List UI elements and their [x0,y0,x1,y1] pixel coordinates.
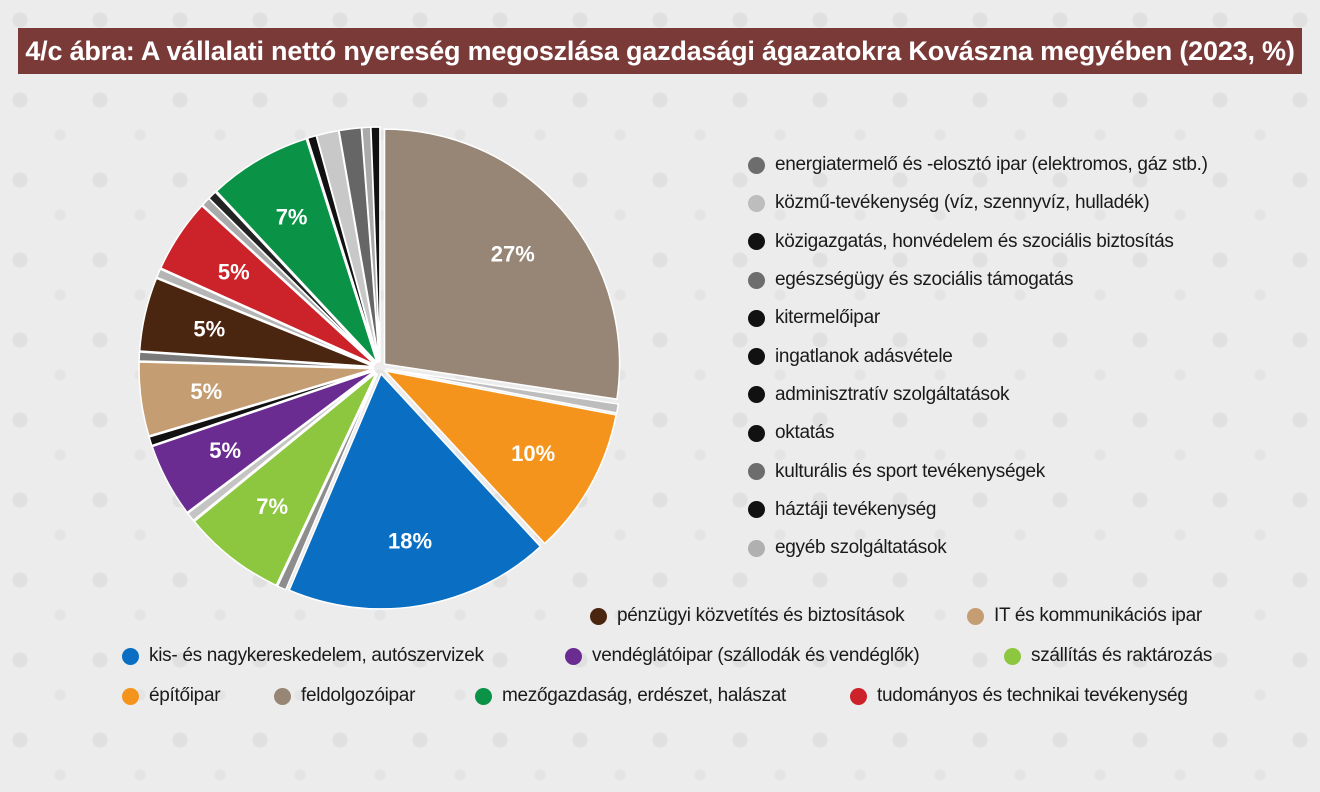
pie-slice-8 [148,369,375,447]
legend-dot-icon [748,386,765,404]
slice-label-16: 7% [276,205,308,230]
legend-label: ingatlanok adásvétele [775,345,953,367]
pie-slice-3 [288,372,542,610]
legend-label: egyéb szolgáltatások [775,537,947,559]
slice-label-5: 7% [256,494,288,519]
legend-item: pénzügyi közvetítés és biztosítások [590,605,905,627]
chart-title: 4/c ábra: A vállalati nettó nyereség meg… [25,35,1295,66]
legend-item: kis- és nagykereskedelem, autószervizek [122,645,484,667]
legend-item: közigazgatás, honvédelem és szociális bi… [748,223,1208,261]
pie-slice-1 [385,368,620,414]
legend-label: IT és kommunikációs ipar [994,605,1202,626]
pie-slice-13 [159,204,376,366]
legend-dot-icon [122,647,139,665]
legend-dot-icon [1004,647,1021,665]
legend-item: adminisztratív szolgáltatások [748,376,1208,414]
legend-dot-icon [850,687,867,705]
legend-dot-icon [748,271,765,289]
legend-item: közmű-tevékenység (víz, szennyvíz, hulla… [748,184,1208,222]
slice-label-9: 5% [190,379,222,404]
legend-label: energiatermelő és -elosztó ipar (elektro… [775,154,1208,176]
legend-dot-icon [748,309,765,327]
pie-slice-0 [383,128,621,401]
legend-label: építőipar [149,685,221,706]
legend-dot-icon [748,156,765,174]
legend-dot-icon [274,687,291,705]
legend-label: oktatás [775,422,835,444]
legend-label: mezőgazdaság, erdészet, halászat [502,685,787,706]
slice-label-2: 10% [511,441,555,466]
legend-item: kitermelőipar [748,299,1208,337]
pie-slice-2 [383,369,617,545]
legend-item: IT és kommunikációs ipar [967,605,1202,627]
legend-item: ingatlanok adásvétele [748,337,1208,375]
legend-label: feldolgozóipar [301,685,416,706]
legend-label: kis- és nagykereskedelem, autószervizek [149,645,484,666]
pie-slice-12 [155,268,375,367]
pie-slice-9 [138,361,375,437]
legend-dot-icon [748,539,765,557]
legend-label: kulturális és sport tevékenységek [775,460,1045,482]
legend-dot-icon [590,607,607,625]
legend-label: szállítás és raktározás [1031,645,1213,666]
legend-label: vendéglátóipar (szállodák és vendéglők) [592,645,920,666]
pie-slice-16 [215,137,378,364]
slice-label-7: 5% [209,438,241,463]
legend-item: egészségügy és szociális támogatás [748,261,1208,299]
legend-label: kitermelőipar [775,307,880,329]
legend-item: energiatermelő és -elosztó ipar (elektro… [748,146,1208,184]
slice-label-3: 18% [388,529,432,554]
legend-item: tudományos és technikai tevékenység [850,685,1188,707]
legend-label: közmű-tevékenység (víz, szennyvíz, hulla… [775,192,1150,214]
pie-slice-10 [138,351,375,369]
legend-item: építőipar [122,685,221,707]
legend-label: közigazgatás, honvédelem és szociális bi… [775,230,1174,252]
legend-dot-icon [748,348,765,366]
pie-slice-5 [193,372,377,587]
slice-label-0: 27% [491,242,535,267]
legend-label: adminisztratív szolgáltatások [775,383,1010,405]
legend-dot-icon [748,501,765,519]
legend-label: háztáji tevékenység [775,498,937,520]
title-bar: 4/c ábra: A vállalati nettó nyereség meg… [18,28,1302,74]
legend-dot-icon [748,233,765,251]
legend-dot-icon [475,687,492,705]
legend-item: oktatás [748,414,1208,452]
legend-item: szállítás és raktározás [1004,645,1212,667]
pie-slice-6 [186,371,376,522]
legend-item: feldolgozóipar [274,685,415,707]
legend-item: kulturális és sport tevékenységek [748,452,1208,490]
pie-slice-11 [138,277,375,368]
legend-dot-icon [748,194,765,212]
legend-dot-icon [748,424,765,442]
pie-slice-21 [370,126,381,363]
legend-item: háztáji tevékenység [748,491,1208,529]
legend-dot-icon [122,687,139,705]
legend-right: energiatermelő és -elosztó ipar (elektro… [748,146,1208,567]
slice-label-11: 5% [193,317,225,342]
legend-dot-icon [565,647,582,665]
legend-label: pénzügyi közvetítés és biztosítások [617,605,905,626]
pie-slice-7 [151,370,376,514]
legend-dot-icon [967,607,984,625]
legend-label: egészségügy és szociális támogatás [775,269,1074,291]
legend-label: tudományos és technikai tevékenység [877,685,1188,706]
legend-item: vendéglátóipar (szállodák és vendéglők) [565,645,920,667]
legend-item: mezőgazdaság, erdészet, halászat [475,685,786,707]
pie-slice-4 [276,373,379,591]
slice-label-13: 5% [218,260,250,285]
legend-item: egyéb szolgáltatások [748,529,1208,567]
pie-slice-15 [207,191,377,365]
legend-dot-icon [748,463,765,481]
